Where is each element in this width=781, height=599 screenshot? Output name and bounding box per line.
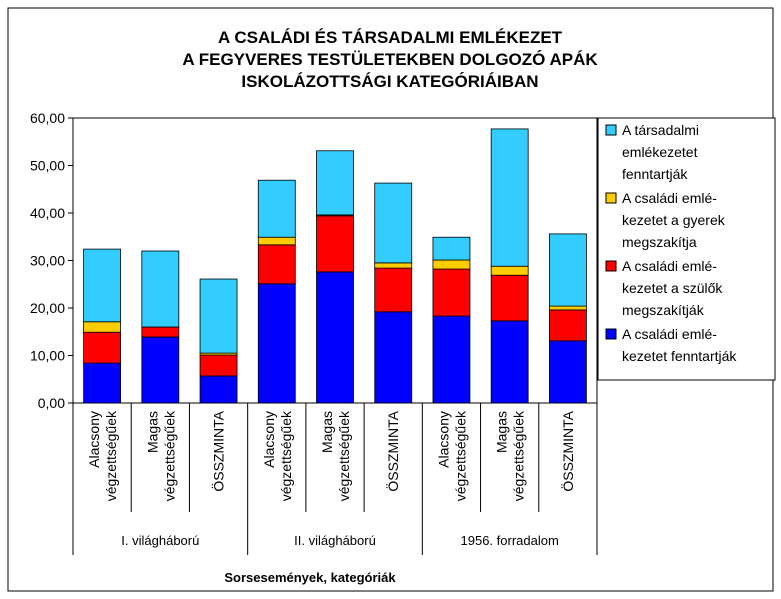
y-tick-label: 50,00 bbox=[30, 158, 65, 174]
bar-segment bbox=[548, 309, 587, 342]
group-label: I. világháború bbox=[121, 533, 199, 548]
bar-segment bbox=[432, 259, 471, 270]
x-tick-label: Magasvégzettségűek bbox=[319, 410, 352, 501]
x-tick-label: Alacsonyvégzettségűek bbox=[261, 410, 294, 501]
bar-segment bbox=[316, 215, 354, 273]
x-tick-label: Magasvégzettségűek bbox=[494, 410, 527, 501]
group-label: II. világháború bbox=[294, 533, 376, 548]
x-tick-label: ÖSSZMINTA bbox=[559, 410, 576, 491]
bar-segment bbox=[374, 262, 413, 269]
legend-label: A családi emlé-kezetet a gyerek megszakít… bbox=[622, 190, 726, 250]
bar-segment bbox=[490, 128, 529, 267]
x-tick-label: Alacsonyvégzettségűek bbox=[435, 410, 468, 501]
x-tick-label: Alacsonyvégzettségűek bbox=[86, 410, 119, 501]
legend-label: A családi emlé-kezetet fenntartják bbox=[622, 326, 737, 364]
bar-segment bbox=[548, 305, 587, 311]
y-tick-label: 0,00 bbox=[38, 395, 65, 411]
group-label: 1956. forradalom bbox=[461, 533, 559, 548]
x-tick-label: ÖSSZMINTA bbox=[210, 410, 227, 491]
bar-segment bbox=[257, 283, 296, 404]
bar-segment bbox=[199, 375, 238, 404]
bar-segment bbox=[548, 340, 587, 404]
y-tick-label: 30,00 bbox=[30, 253, 65, 269]
legend-box bbox=[597, 117, 776, 381]
legend-label: A társadalmi emlékezetet fenntartják bbox=[622, 122, 699, 182]
bar-segment bbox=[199, 354, 238, 377]
bar-segment bbox=[199, 278, 238, 354]
bar-segment bbox=[141, 336, 180, 404]
x-axis-title: Sorsesemények, kategóriák bbox=[224, 570, 396, 585]
bar-segment bbox=[257, 179, 296, 238]
bar-segment bbox=[83, 248, 122, 323]
bar-segment bbox=[316, 271, 354, 404]
legend-label: A családi emlé-kezetet a szülők megszakít… bbox=[622, 258, 723, 318]
bar-segment bbox=[374, 182, 413, 264]
legend-swatch bbox=[605, 328, 617, 340]
bar-segment bbox=[432, 268, 471, 317]
bar-segment bbox=[490, 320, 529, 404]
bar-segment bbox=[316, 150, 354, 216]
bar-segment bbox=[374, 267, 413, 313]
bar-segment bbox=[141, 326, 180, 338]
bar-segment bbox=[432, 315, 471, 404]
y-tick-label: 60,00 bbox=[30, 110, 65, 126]
bar-segment bbox=[257, 244, 296, 285]
bar-segment bbox=[83, 321, 122, 333]
legend-swatch bbox=[605, 192, 617, 204]
bar-segment bbox=[83, 362, 122, 404]
y-tick-label: 10,00 bbox=[30, 348, 65, 364]
bar-segment bbox=[83, 331, 122, 364]
legend-swatch bbox=[605, 124, 617, 136]
y-tick-label: 40,00 bbox=[30, 205, 65, 221]
bar-segment bbox=[548, 233, 587, 307]
bar-segment bbox=[432, 236, 471, 261]
x-tick-label: Magasvégzettségűek bbox=[144, 410, 177, 501]
bar-segment bbox=[490, 274, 529, 322]
bar-segment bbox=[490, 265, 529, 276]
legend-swatch bbox=[605, 260, 617, 272]
bar-segment bbox=[257, 236, 296, 246]
bar-segment bbox=[374, 311, 413, 404]
y-tick-label: 20,00 bbox=[30, 300, 65, 316]
x-tick-label: ÖSSZMINTA bbox=[384, 410, 401, 491]
chart-title: A CSALÁDI ÉS TÁRSADALMI EMLÉKEZET A FEGYV… bbox=[182, 28, 598, 91]
bar-segment bbox=[141, 250, 180, 328]
